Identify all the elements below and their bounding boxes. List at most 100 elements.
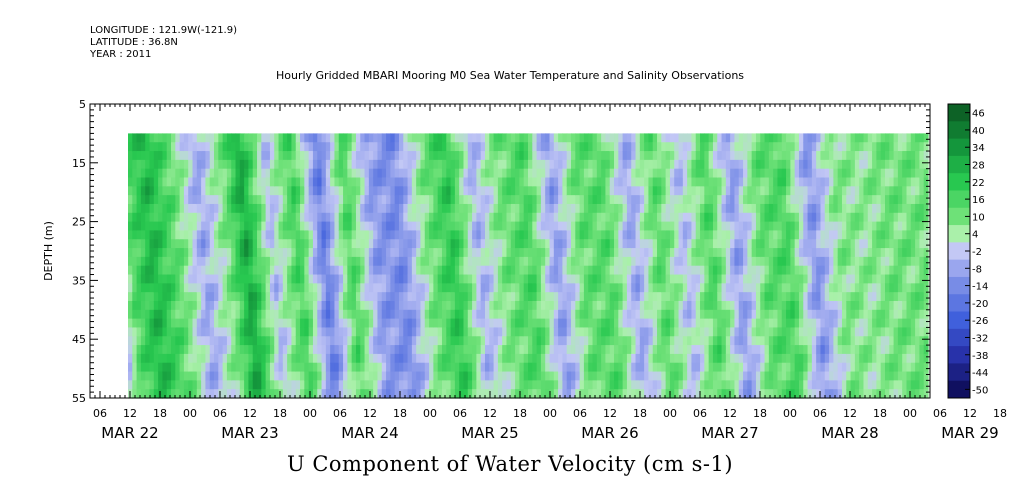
heatmap-cell bbox=[467, 195, 473, 205]
heatmap-cell bbox=[773, 177, 779, 187]
heatmap-cell bbox=[695, 230, 701, 240]
heatmap-cell bbox=[717, 221, 723, 232]
heatmap-cell bbox=[480, 300, 486, 311]
heatmap-cell bbox=[652, 159, 658, 170]
heatmap-cell bbox=[330, 186, 336, 196]
heatmap-cell bbox=[282, 300, 288, 311]
heatmap-cell bbox=[833, 151, 839, 161]
heatmap-cell bbox=[730, 380, 736, 390]
heatmap-cell bbox=[136, 380, 142, 390]
heatmap-cell bbox=[446, 336, 452, 346]
heatmap-cell bbox=[179, 318, 185, 329]
heatmap-cell bbox=[321, 151, 327, 161]
heatmap-cell bbox=[510, 151, 516, 161]
heatmap-cell bbox=[730, 212, 736, 223]
heatmap-cell bbox=[244, 389, 250, 399]
heatmap-cell bbox=[364, 353, 370, 364]
heatmap-cell bbox=[433, 274, 439, 284]
heatmap-cell bbox=[463, 159, 469, 170]
heatmap-cell bbox=[837, 203, 843, 214]
heatmap-cell bbox=[467, 248, 473, 258]
heatmap-cell bbox=[403, 327, 409, 337]
heatmap-cell bbox=[381, 283, 387, 293]
heatmap-cell bbox=[244, 371, 250, 381]
heatmap-cell bbox=[816, 186, 822, 196]
heatmap-cell bbox=[764, 371, 770, 381]
heatmap-cell bbox=[579, 248, 585, 258]
heatmap-cell bbox=[820, 353, 826, 364]
heatmap-cell bbox=[334, 230, 340, 240]
heatmap-cell bbox=[386, 256, 391, 267]
heatmap-cell bbox=[162, 256, 168, 267]
heatmap-cell bbox=[257, 300, 262, 311]
heatmap-cell bbox=[786, 195, 791, 205]
heatmap-cell bbox=[334, 327, 340, 337]
heatmap-cell bbox=[614, 265, 619, 276]
heatmap-cell bbox=[502, 327, 508, 337]
heatmap-cell bbox=[201, 248, 207, 258]
heatmap-cell bbox=[639, 309, 645, 320]
heatmap-cell bbox=[519, 327, 525, 337]
heatmap-cell bbox=[519, 353, 525, 364]
heatmap-cell bbox=[158, 186, 164, 196]
heatmap-cell bbox=[248, 345, 254, 355]
heatmap-cell bbox=[631, 221, 637, 232]
heatmap-cell bbox=[145, 265, 151, 276]
heatmap-cell bbox=[760, 353, 766, 364]
heatmap-cell bbox=[657, 133, 662, 143]
heatmap-cell bbox=[635, 265, 641, 276]
heatmap-cell bbox=[592, 389, 598, 399]
heatmap-cell bbox=[712, 327, 718, 337]
heatmap-cell bbox=[803, 283, 809, 293]
heatmap-cell bbox=[231, 318, 237, 329]
heatmap-cell bbox=[626, 345, 632, 355]
heatmap-cell bbox=[386, 283, 391, 293]
heatmap-cell bbox=[519, 380, 525, 390]
heatmap-cell bbox=[368, 283, 374, 293]
heatmap-cell bbox=[751, 142, 757, 152]
heatmap-cell bbox=[226, 248, 232, 258]
heatmap-cell bbox=[652, 336, 658, 346]
heatmap-cell bbox=[519, 133, 525, 143]
heatmap-cell bbox=[519, 309, 525, 320]
heatmap-cell bbox=[136, 212, 142, 223]
heatmap-cell bbox=[330, 265, 336, 276]
heatmap-cell bbox=[351, 283, 357, 293]
heatmap-cell bbox=[786, 336, 791, 346]
heatmap-cell bbox=[734, 327, 740, 337]
heatmap-cell bbox=[725, 203, 731, 214]
heatmap-cell bbox=[734, 283, 740, 293]
heatmap-cell bbox=[652, 318, 658, 329]
heatmap-cell bbox=[798, 292, 804, 302]
heatmap-cell bbox=[231, 336, 237, 346]
heatmap-cell bbox=[239, 239, 245, 249]
heatmap-cell bbox=[429, 186, 434, 196]
heatmap-cell bbox=[179, 265, 185, 276]
heatmap-cell bbox=[540, 380, 546, 390]
heatmap-cell bbox=[347, 239, 353, 249]
heatmap-cell bbox=[609, 133, 615, 143]
heatmap-cell bbox=[351, 221, 357, 232]
heatmap-cell bbox=[790, 256, 796, 267]
heatmap-cell bbox=[820, 327, 826, 337]
heatmap-cell bbox=[257, 292, 262, 302]
heatmap-cell bbox=[373, 292, 379, 302]
heatmap-cell bbox=[394, 248, 400, 258]
heatmap-cell bbox=[622, 371, 628, 381]
heatmap-cell bbox=[304, 283, 310, 293]
heatmap-cell bbox=[403, 300, 409, 311]
heatmap-cell bbox=[622, 318, 628, 329]
heatmap-cell bbox=[398, 177, 404, 187]
heatmap-cell bbox=[364, 212, 370, 223]
heatmap-cell bbox=[824, 177, 830, 187]
heatmap-cell bbox=[153, 380, 159, 390]
heatmap-cell bbox=[454, 345, 460, 355]
heatmap-cell bbox=[287, 300, 293, 311]
heatmap-cell bbox=[592, 265, 598, 276]
heatmap-cell bbox=[588, 380, 594, 390]
heatmap-cell bbox=[338, 371, 344, 381]
heatmap-cell bbox=[829, 336, 834, 346]
heatmap-cell bbox=[678, 177, 684, 187]
heatmap-cell bbox=[747, 221, 753, 232]
heatmap-cell bbox=[300, 380, 305, 390]
